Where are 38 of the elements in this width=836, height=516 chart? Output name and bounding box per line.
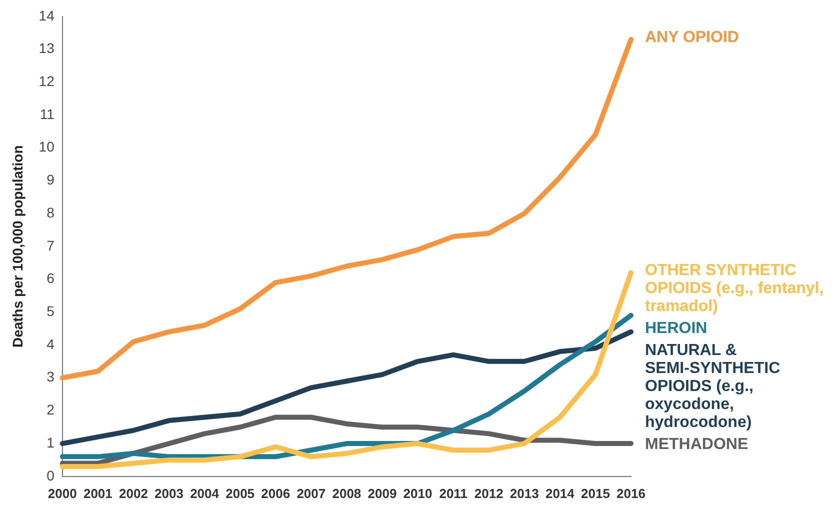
series-label: HEROIN bbox=[645, 320, 708, 338]
y-tick-label: 0 bbox=[46, 467, 55, 484]
y-tick-label: 4 bbox=[46, 336, 55, 352]
y-tick-label: 13 bbox=[38, 40, 55, 56]
x-tick-label: 2004 bbox=[190, 486, 220, 501]
x-tick-label: 2006 bbox=[261, 486, 290, 501]
y-axis-title: Deaths per 100,000 population bbox=[9, 145, 26, 348]
y-tick-label: 9 bbox=[46, 172, 55, 188]
x-tick-label: 2013 bbox=[510, 486, 539, 501]
x-tick-label: 2011 bbox=[439, 486, 468, 501]
y-tick-label: 10 bbox=[38, 138, 55, 155]
y-tick-label: 11 bbox=[40, 106, 55, 122]
y-tick-label: 8 bbox=[46, 204, 55, 220]
x-tick-label: 2015 bbox=[581, 486, 610, 501]
x-tick-label: 2002 bbox=[118, 486, 148, 501]
y-tick-label: 2 bbox=[46, 402, 55, 418]
x-tick-label: 2007 bbox=[296, 486, 326, 501]
x-tick-label: 2009 bbox=[368, 486, 397, 501]
y-tick-label: 12 bbox=[38, 72, 55, 89]
y-tick-label: 3 bbox=[46, 368, 55, 385]
x-tick-label: 2010 bbox=[403, 486, 432, 501]
series-label: METHADONE bbox=[645, 436, 748, 454]
series-label: ANY OPIOID bbox=[645, 28, 739, 46]
y-tick-label: 1 bbox=[46, 434, 55, 450]
series-label: NATURAL & SEMI-SYNTHETIC OPIOIDS (e.g., oxycodone, hydrocodone) bbox=[645, 342, 781, 432]
x-tick-label: 2003 bbox=[154, 486, 184, 501]
x-tick-label: 2016 bbox=[616, 486, 646, 501]
y-tick-label: 14 bbox=[38, 7, 55, 24]
y-tick-label: 7 bbox=[46, 237, 55, 254]
y-tick-label: 5 bbox=[46, 302, 55, 319]
x-tick-label: 2014 bbox=[545, 486, 576, 501]
x-tick-label: 2000 bbox=[48, 486, 77, 501]
series-label: OTHER SYNTHETIC OPIOIDS (e.g., fentanyl, tramadol) bbox=[645, 262, 824, 316]
x-tick-label: 2005 bbox=[226, 486, 255, 501]
x-tick-label: 2012 bbox=[474, 486, 504, 501]
y-tick-label: 6 bbox=[46, 270, 55, 286]
x-tick-label: 2008 bbox=[332, 486, 362, 501]
x-tick-label: 2001 bbox=[83, 486, 112, 501]
